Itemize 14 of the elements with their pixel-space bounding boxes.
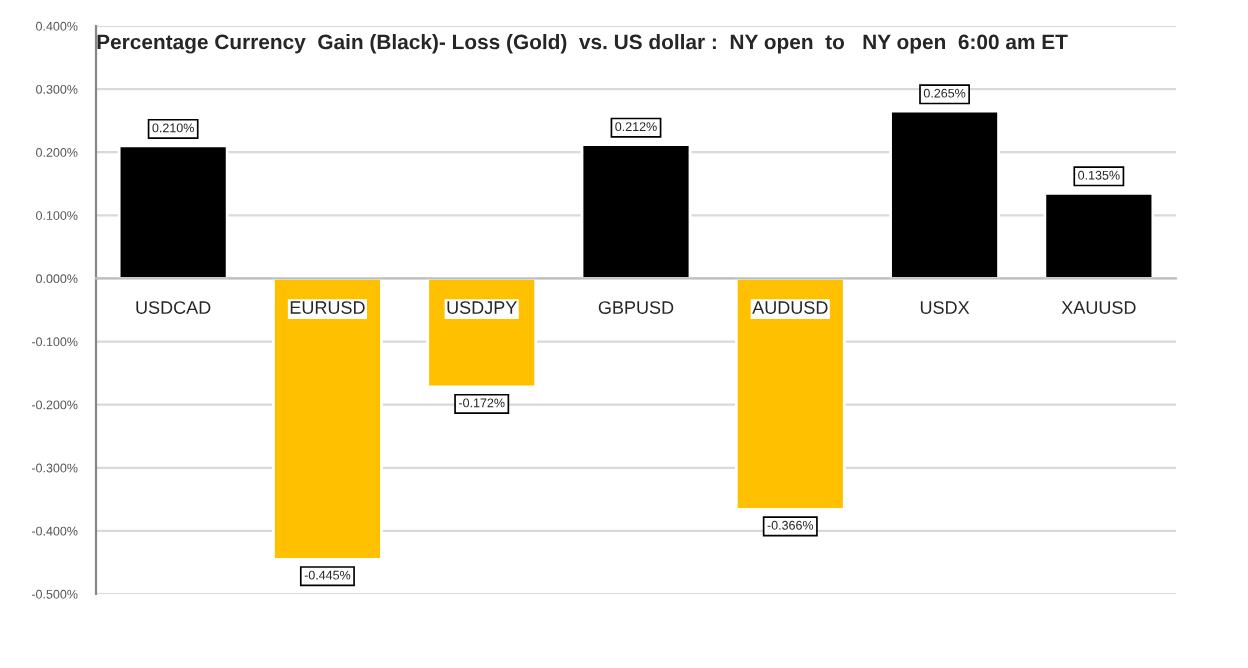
- x-tick-label: USDCAD: [136, 301, 211, 314]
- x-tick-label: USDX: [920, 301, 970, 314]
- chart-title: Percentage Currency Gain (Black)- Loss (Gold) vs. US dollar : NY open to NY open 6:00 am ET: [97, 34, 1068, 54]
- x-tick-label: XAUUSD: [1061, 301, 1136, 314]
- bar: [734, 277, 846, 511]
- bar: [1043, 191, 1155, 280]
- x-tick-label: AUDUSD: [752, 301, 828, 314]
- bar: [272, 277, 383, 561]
- x-tick-label: EURUSD: [290, 301, 365, 314]
- bar: [580, 143, 692, 280]
- bar: [117, 144, 229, 280]
- x-tick-label: GBPUSD: [598, 301, 674, 314]
- x-tick-label: USDJPY: [447, 301, 517, 314]
- bar: [889, 109, 1000, 280]
